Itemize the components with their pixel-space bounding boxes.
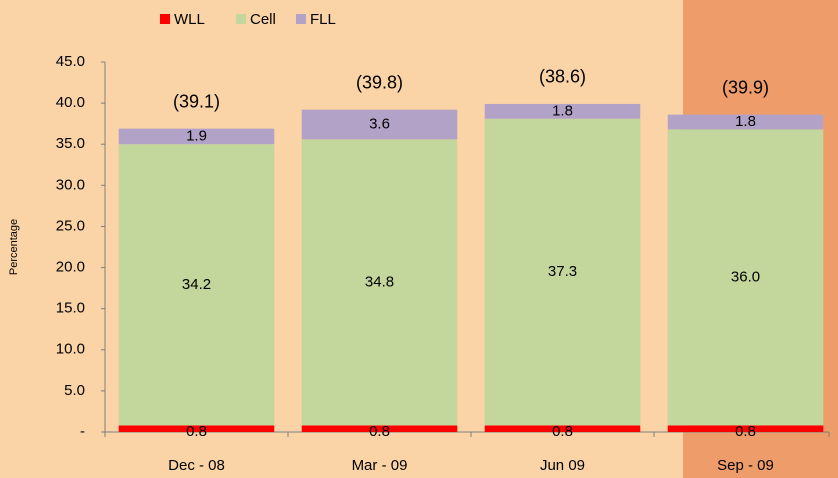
bar-segment (301, 139, 458, 426)
x-tick-label: Jun 09 (540, 457, 585, 474)
value-label: 36.0 (731, 268, 760, 285)
y-tick-label: 15.0 (56, 300, 85, 317)
bar-segment (301, 109, 458, 140)
value-label: 0.8 (186, 423, 207, 440)
bar-segment (484, 425, 641, 432)
y-tick-label: - (80, 423, 85, 440)
value-label: 0.8 (369, 423, 390, 440)
y-tick-label: 20.0 (56, 259, 85, 276)
value-label: 37.3 (548, 263, 577, 280)
value-label: 1.9 (186, 127, 207, 144)
value-label: 34.8 (365, 273, 394, 290)
x-tick-label: Sep - 09 (717, 457, 774, 474)
annotation: (39.1) (173, 91, 220, 111)
value-label: 1.8 (735, 113, 756, 130)
value-label: 34.2 (182, 276, 211, 293)
value-label: 1.8 (552, 102, 573, 119)
legend-label: FLL (310, 11, 336, 28)
x-tick-label: Dec - 08 (168, 457, 225, 474)
y-tick-label: 30.0 (56, 176, 85, 193)
annotation: (39.9) (722, 77, 769, 97)
y-tick-label: 45.0 (56, 53, 85, 70)
annotation: (39.8) (356, 72, 403, 92)
y-tick-label: 10.0 (56, 341, 85, 358)
bar-segment (484, 103, 641, 119)
bar-segment (667, 129, 824, 426)
value-label: 3.6 (369, 115, 390, 132)
x-tick-label: Mar - 09 (352, 457, 408, 474)
legend-label: Cell (250, 11, 276, 28)
value-label: 0.8 (735, 423, 756, 440)
y-axis-label: Percentage (8, 219, 20, 275)
bar-segment (667, 425, 824, 432)
legend-swatch (160, 14, 170, 24)
y-tick-label: 25.0 (56, 217, 85, 234)
bar-segment (301, 425, 458, 432)
bar-segment (118, 425, 275, 432)
annotation: (38.6) (539, 67, 586, 87)
y-tick-label: 5.0 (64, 382, 85, 399)
bar-segment (118, 128, 275, 145)
legend-swatch (296, 14, 306, 24)
y-tick-label: 40.0 (56, 94, 85, 111)
bar-segment (484, 118, 641, 426)
y-tick-label: 35.0 (56, 135, 85, 152)
legend-swatch (236, 14, 246, 24)
bar-segment (667, 114, 824, 130)
value-label: 0.8 (552, 423, 573, 440)
legend-label: WLL (174, 11, 205, 28)
bar-segment (118, 144, 275, 426)
